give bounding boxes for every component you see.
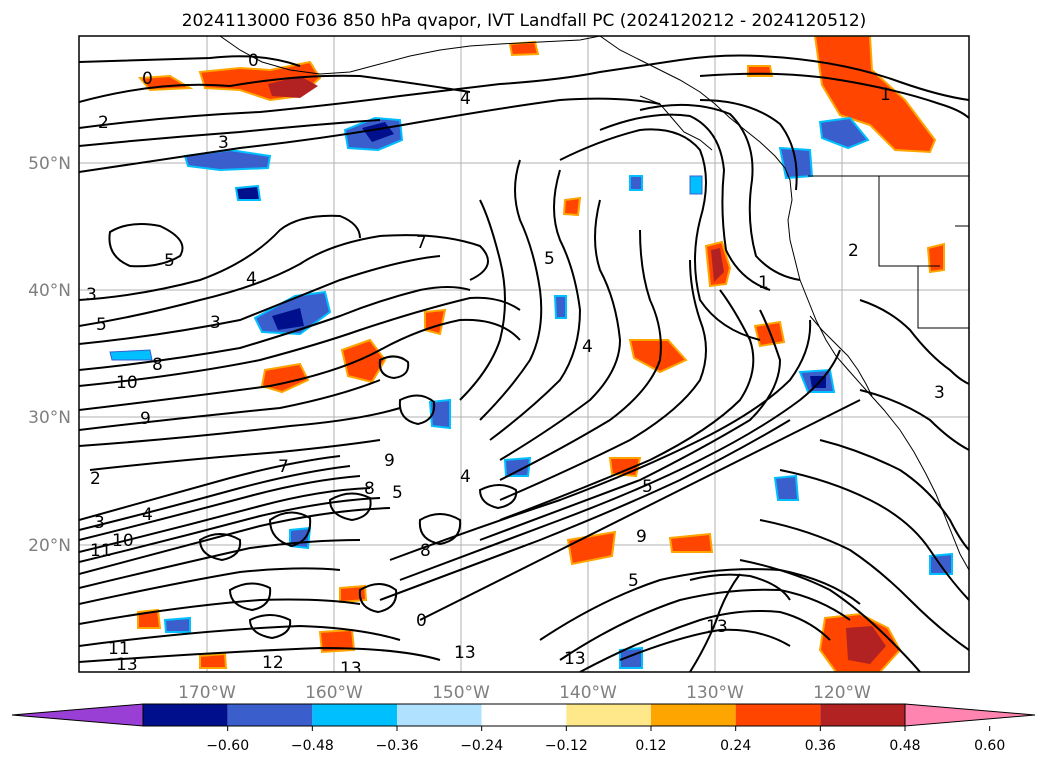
- map-content: 0 0 2 3 4 1 5 4 3 7 5 1 2 3 5 8 10 9 9 8…: [79, 36, 969, 679]
- map-area: [79, 36, 969, 672]
- svg-text:8: 8: [420, 541, 431, 561]
- colorbar-tick-label: 0.48: [889, 738, 920, 754]
- svg-text:9: 9: [140, 409, 151, 429]
- lon-label: 140°W: [559, 683, 617, 703]
- svg-text:8: 8: [364, 479, 375, 499]
- lon-label: 150°W: [432, 683, 490, 703]
- latitude-labels: 50°N 40°N 30°N 20°N: [28, 154, 71, 556]
- colorbar-box: [143, 704, 228, 726]
- svg-text:4: 4: [582, 337, 593, 357]
- svg-text:4: 4: [460, 89, 471, 109]
- svg-text:0: 0: [142, 69, 153, 89]
- lon-label: 130°W: [686, 683, 744, 703]
- colorbar-tick-label: −0.36: [376, 738, 419, 754]
- colorbar-tick-label: −0.60: [206, 738, 249, 754]
- svg-text:4: 4: [246, 269, 257, 289]
- svg-text:5: 5: [392, 483, 403, 503]
- svg-text:1: 1: [758, 273, 769, 293]
- colorbar-box: [735, 704, 821, 726]
- lon-label: 170°W: [178, 683, 236, 703]
- svg-text:0: 0: [248, 51, 259, 71]
- contour-labels: 0 0 2 3 4 1 5 4 3 7 5 1 2 3 5 8 10 9 9 8…: [86, 51, 945, 679]
- longitude-labels: 170°W 160°W 150°W 140°W 130°W 120°W: [178, 683, 871, 703]
- svg-text:8: 8: [152, 355, 163, 375]
- svg-text:9: 9: [636, 527, 647, 547]
- svg-text:10: 10: [112, 531, 134, 551]
- svg-text:2: 2: [98, 113, 109, 133]
- colorbar-box: [566, 704, 651, 726]
- colorbar-outline: [142, 703, 906, 727]
- colorbar-box: [397, 704, 482, 726]
- svg-text:0: 0: [416, 611, 427, 631]
- svg-text:5: 5: [544, 249, 555, 269]
- svg-text:13: 13: [340, 659, 362, 679]
- contour-lines: [79, 54, 969, 672]
- colorbar-ticks: −0.60 −0.48 −0.36 −0.24 −0.12 0.12 0.24 0.36 0.4…: [206, 726, 1005, 754]
- lon-label: 120°W: [813, 683, 871, 703]
- map-title: 2024113000 F036 850 hPa qvapor, IVT Land…: [182, 11, 867, 31]
- coastlines: [219, 36, 969, 571]
- lat-label: 50°N: [28, 154, 71, 174]
- colorbar-tick-label: 0.24: [720, 738, 751, 754]
- map-border: [78, 35, 970, 673]
- svg-text:5: 5: [628, 571, 639, 591]
- svg-text:9: 9: [384, 451, 395, 471]
- colorbar-box: [820, 704, 905, 726]
- colorbar-tick-label: 0.36: [805, 738, 836, 754]
- lat-label: 40°N: [28, 281, 71, 301]
- svg-text:13: 13: [454, 643, 476, 663]
- svg-text:11: 11: [90, 541, 112, 561]
- colorbar-tick-label: 0.12: [635, 738, 666, 754]
- colorbar-tick-label: −0.12: [545, 738, 588, 754]
- svg-text:13: 13: [706, 617, 728, 637]
- svg-text:12: 12: [262, 653, 284, 673]
- svg-text:7: 7: [416, 233, 427, 253]
- colorbar-box: [227, 704, 313, 726]
- svg-text:1: 1: [880, 85, 891, 105]
- colorbar-extend-low: [11, 703, 144, 727]
- svg-text:10: 10: [116, 373, 138, 393]
- colorbar-box: [312, 704, 397, 726]
- svg-text:4: 4: [460, 467, 471, 487]
- svg-text:11: 11: [108, 639, 130, 659]
- lat-label: 20°N: [28, 536, 71, 556]
- svg-text:3: 3: [210, 313, 221, 333]
- colorbar-extend-high: [904, 703, 1036, 727]
- colorbar-box: [481, 704, 567, 726]
- svg-text:7: 7: [278, 457, 289, 477]
- svg-text:3: 3: [218, 133, 229, 153]
- colorbar-tick-label: −0.48: [291, 738, 334, 754]
- lat-label: 30°N: [28, 408, 71, 428]
- svg-text:5: 5: [96, 315, 107, 335]
- colorbar-box: [651, 704, 736, 726]
- colorbar-tick-label: 0.60: [974, 738, 1005, 754]
- lon-label: 160°W: [305, 683, 363, 703]
- svg-text:13: 13: [564, 649, 586, 669]
- svg-text:4: 4: [142, 505, 153, 525]
- svg-text:3: 3: [94, 513, 105, 533]
- svg-text:3: 3: [934, 383, 945, 403]
- svg-text:3: 3: [86, 285, 97, 305]
- shading-patches: [109, 36, 953, 672]
- svg-text:2: 2: [848, 241, 859, 261]
- svg-text:5: 5: [642, 477, 653, 497]
- svg-text:13: 13: [116, 655, 138, 675]
- svg-text:2: 2: [90, 469, 101, 489]
- svg-text:5: 5: [164, 251, 175, 271]
- colorbar-tick-label: −0.24: [460, 738, 503, 754]
- colorbar: [11, 703, 1036, 727]
